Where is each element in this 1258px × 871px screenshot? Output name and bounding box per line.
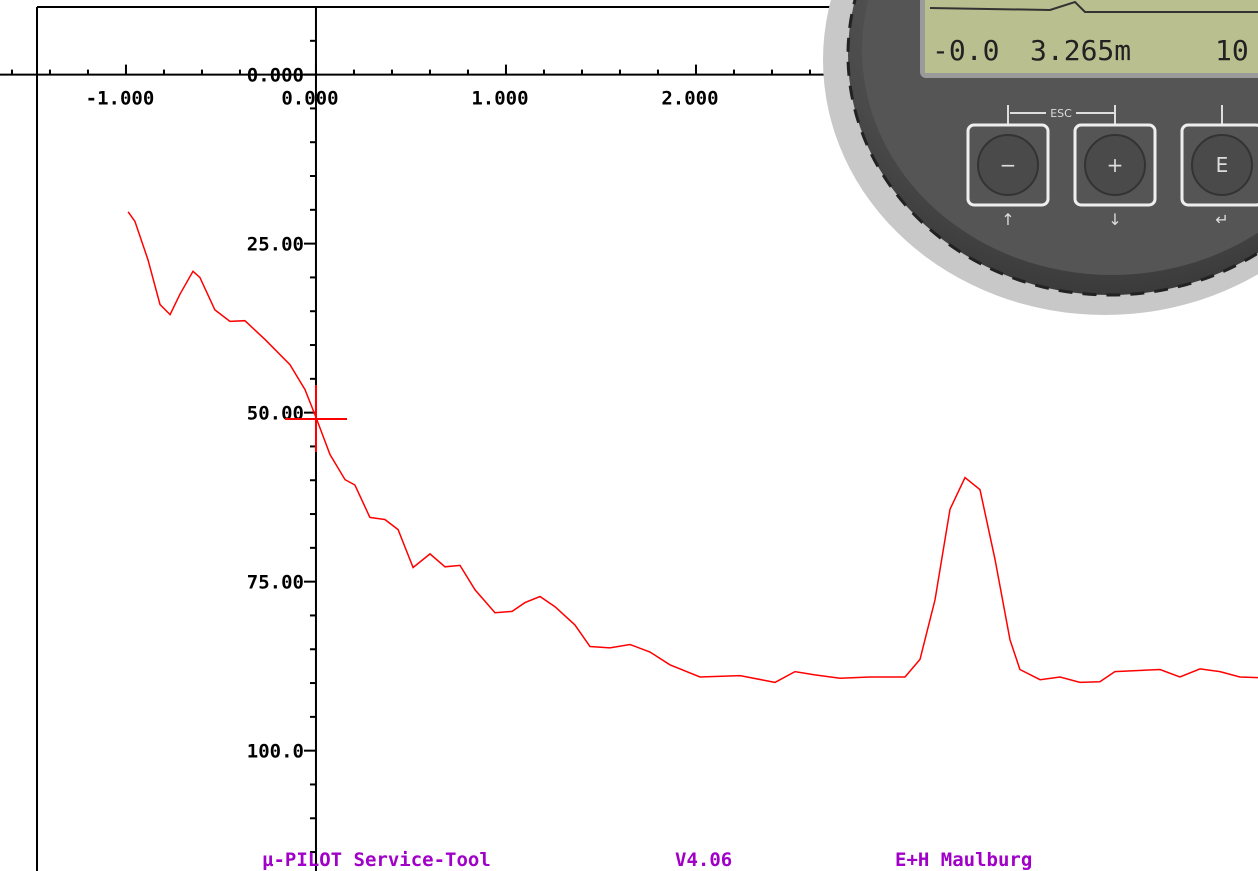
button[interactable] (977, 134, 1039, 196)
x-tick-label: 0.000 (281, 88, 338, 110)
device: -0.0 3.265m 10 ESC − ↑ + ↓ E ↵ (823, 0, 1258, 315)
esc-bg (1046, 105, 1076, 121)
buttons: − ↑ + ↓ E ↵ (966, 105, 1258, 229)
button-frame[interactable] (966, 123, 1050, 207)
y-tick-label: 100.0 (247, 741, 304, 763)
esc-label: ESC (1050, 107, 1072, 120)
y-tick-label: 75.00 (247, 572, 304, 594)
button-frame[interactable] (1180, 123, 1258, 207)
echo-curve (127, 211, 1258, 684)
lcd-distance: 3.265m (1030, 34, 1131, 67)
footer-product: µ-PILOT Service-Tool (262, 849, 491, 871)
button[interactable] (1084, 134, 1146, 196)
button-arrow: ↑ (1001, 210, 1014, 229)
x-tick-label: 2.000 (661, 88, 718, 110)
footer-company: E+H Maulburg (895, 849, 1032, 871)
x-tick-label: 1.000 (471, 88, 528, 110)
x-tick-label: -1.000 (86, 88, 155, 110)
footer: µ-PILOT Service-Tool V4.06 E+H Maulburg (262, 849, 1032, 871)
y-tick-label: 0.000 (247, 65, 304, 87)
plot: 0.000 25.00 50.00 75.00 100.0 -1.000 0.000 1.00… (0, 6, 1258, 871)
footer-version: V4.06 (675, 849, 732, 871)
y-tick-label: 25.00 (247, 234, 304, 256)
cursor (285, 385, 347, 452)
button-symbol: + (1107, 153, 1124, 177)
plot-frame (36, 6, 840, 871)
button[interactable] (1191, 134, 1253, 196)
lcd-curve (929, 0, 1258, 13)
lcd-value: -0.0 (932, 34, 999, 67)
button-frame[interactable] (1073, 123, 1157, 207)
y-tick-label: 50.00 (247, 403, 304, 425)
button-arrow: ↵ (1215, 210, 1228, 229)
button-arrow: ↓ (1108, 210, 1121, 229)
button-symbol: E (1216, 153, 1229, 177)
button-symbol: − (1000, 153, 1017, 177)
lcd-value: 10 (1215, 34, 1249, 67)
